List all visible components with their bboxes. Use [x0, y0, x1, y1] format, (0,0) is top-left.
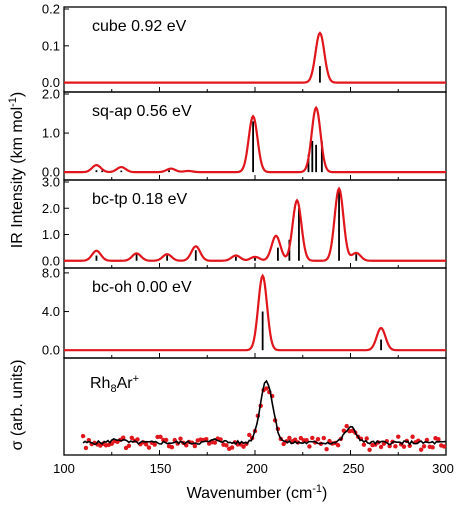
- data-point: [212, 440, 218, 445]
- data-point: [407, 443, 412, 448]
- data-point: [264, 386, 269, 391]
- y-axis-label: IR Intensity (km mol-1): [7, 92, 26, 248]
- data-point: [192, 443, 198, 449]
- data-point: [436, 436, 441, 442]
- y-tick-label: 8.0: [42, 265, 60, 280]
- panel-3: 0.0 1.0 2.0 3.0 bc-tp 0.18 eV: [42, 175, 447, 269]
- data-point: [335, 442, 341, 448]
- y-tick-label: 0.0: [42, 75, 60, 90]
- data-point: [307, 444, 312, 449]
- data-point: [361, 442, 367, 447]
- data-point: [169, 445, 175, 450]
- data-point: [241, 444, 246, 449]
- spectra-panels: 0.0 0.1 0.2 cube 0.92 eV 0.0 1.0 2.0 sq-ap 0.56…: [42, 2, 447, 456]
- spectrum-curve: [64, 273, 446, 352]
- data-point: [418, 447, 424, 452]
- panel-5: Rh8Ar+: [63, 357, 447, 456]
- y-tick-label: 4.0: [42, 304, 60, 319]
- y-tick-label: 0.1: [42, 38, 60, 53]
- panel-label: Rh8Ar+: [90, 373, 139, 395]
- data-point: [83, 445, 89, 451]
- data-point: [430, 445, 435, 450]
- x-tick-label: 150: [150, 461, 172, 476]
- data-point: [287, 435, 292, 441]
- panel-label: bc-oh 0.00 eV: [92, 279, 192, 296]
- data-point: [304, 437, 309, 443]
- panel-label: cube 0.92 eV: [92, 18, 187, 35]
- panel-label: sq-ap 0.56 eV: [92, 103, 192, 120]
- panel-4: 0.0 4.0 8.0 bc-oh 0.00 eV: [42, 265, 447, 359]
- y-tick-label: 0.2: [42, 2, 60, 17]
- data-point: [367, 447, 372, 453]
- data-point: [281, 441, 286, 447]
- data-point: [121, 435, 126, 440]
- data-point: [344, 423, 349, 429]
- data-point: [229, 445, 235, 450]
- y-tick-label: 3.0: [42, 175, 60, 190]
- data-point: [396, 434, 401, 439]
- data-point: [378, 444, 384, 450]
- data-point: [401, 444, 407, 449]
- data-point: [321, 435, 326, 441]
- spectrum-curve: [64, 31, 446, 84]
- data-point: [224, 443, 229, 448]
- x-axis: 100 150 200 250 300 Wavenumber (cm-1): [53, 461, 454, 502]
- data-point: [143, 442, 149, 447]
- y-tick-label: 1.0: [42, 126, 60, 141]
- panel-label: bc-tp 0.18 eV: [92, 191, 188, 208]
- y-tick-label: 0.0: [42, 343, 60, 358]
- y-tick-label: 1.0: [42, 227, 60, 242]
- smoothed-curve: [82, 379, 447, 446]
- panel-1: 0.0 0.1 0.2 cube 0.92 eV: [42, 2, 447, 93]
- data-point: [292, 437, 298, 442]
- data-point: [152, 442, 157, 447]
- data-point: [441, 444, 447, 449]
- spectrum-curve: [64, 186, 446, 262]
- x-tick-label: 200: [246, 461, 268, 476]
- x-axis-label: Wavenumber (cm-1): [187, 483, 328, 502]
- data-point: [247, 432, 252, 438]
- data-point: [393, 444, 398, 449]
- data-point: [424, 437, 430, 443]
- data-point: [129, 435, 135, 440]
- data-point: [310, 435, 315, 441]
- x-tick-label: 300: [432, 461, 454, 476]
- panel-2: 0.0 1.0 2.0 sq-ap 0.56 eV: [42, 87, 447, 181]
- data-point: [178, 436, 183, 441]
- data-point: [410, 434, 415, 439]
- data-point: [421, 444, 427, 449]
- data-point: [80, 433, 86, 439]
- data-point: [126, 443, 132, 449]
- data-point: [163, 437, 169, 443]
- y-tick-label: 2.0: [42, 87, 60, 102]
- x-tick-label: 250: [343, 461, 365, 476]
- y-tick-label: 0.0: [42, 253, 60, 268]
- data-point: [204, 436, 209, 442]
- data-point: [158, 434, 163, 440]
- data-point: [146, 445, 152, 450]
- data-point: [364, 436, 369, 441]
- y-tick-label: 0.0: [42, 165, 60, 180]
- data-point: [324, 446, 329, 452]
- data-point: [315, 436, 321, 442]
- spectrum-curve: [64, 105, 446, 174]
- y-tick-label: 2.0: [42, 201, 60, 216]
- x-tick-label: 100: [53, 461, 75, 476]
- data-point: [135, 437, 140, 442]
- sigma-axis-label: σ (arb. units): [9, 360, 26, 451]
